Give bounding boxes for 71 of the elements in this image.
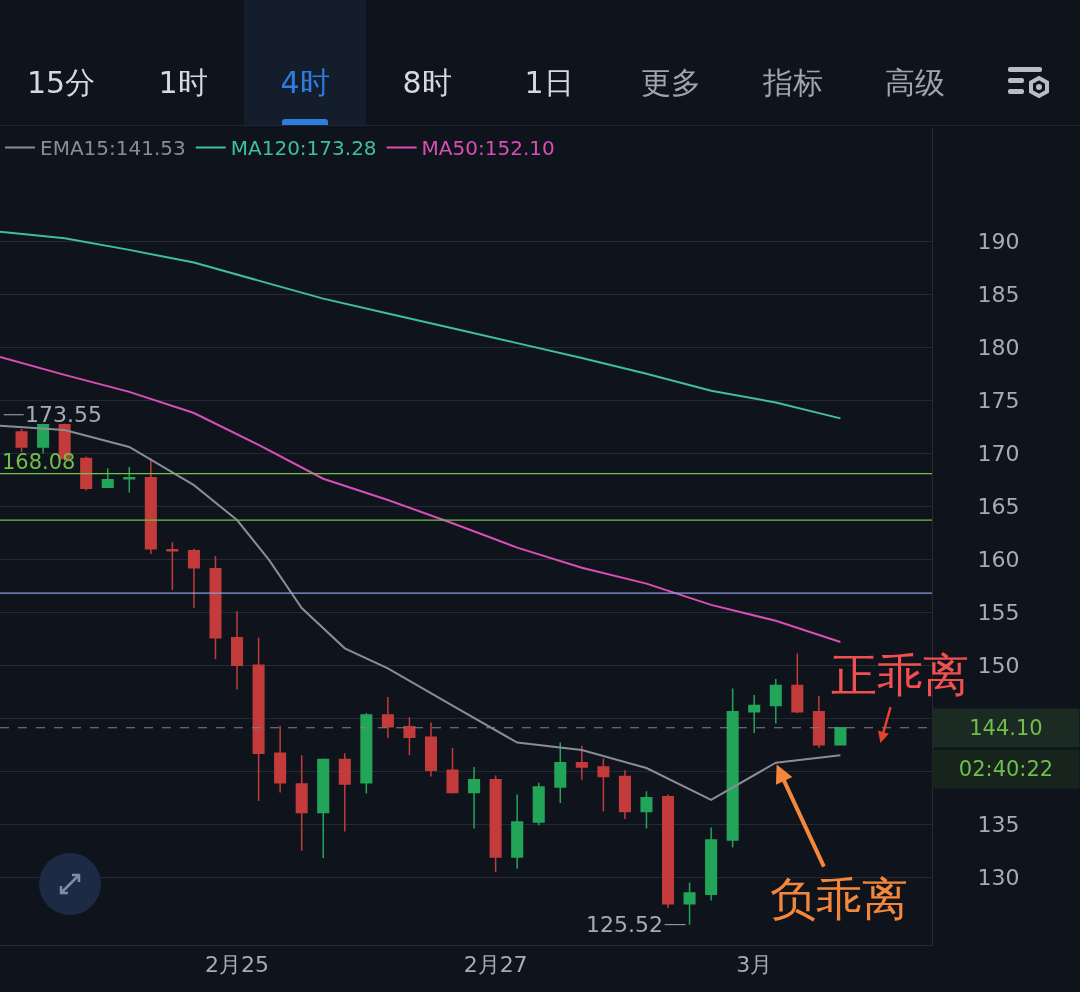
candlestick: [360, 712, 373, 795]
annotation: 125.52: [586, 912, 663, 937]
annotation: 正乖离: [831, 648, 969, 702]
text: 8时: [401, 64, 453, 102]
text: 更多: [640, 64, 702, 102]
candlestick: [640, 790, 653, 830]
candlestick: [166, 541, 179, 591]
candlestick: [381, 696, 394, 740]
y-tick-label: 175: [977, 388, 1020, 414]
candlestick: [661, 793, 675, 909]
candlestick: [769, 678, 782, 725]
text: 1日: [523, 64, 575, 102]
candlestick: [597, 757, 610, 813]
candlestick: [705, 826, 718, 902]
text: 02:40:22: [958, 757, 1054, 781]
candlestick: [683, 881, 696, 926]
y-tick-label: 155: [977, 599, 1020, 625]
y-tick-label: 160: [977, 546, 1020, 572]
annotation: 负乖离: [770, 872, 908, 926]
text: 高级: [884, 64, 946, 102]
candlestick: [295, 754, 308, 852]
candlestick: [424, 721, 438, 778]
annotation: 173.55: [25, 402, 102, 427]
y-tick-label: 185: [977, 282, 1020, 308]
candlestick: [231, 610, 244, 691]
candlestick: [748, 694, 761, 734]
y-tick-label: 130: [977, 864, 1020, 890]
candlestick: [317, 757, 330, 859]
ref-line-label: 168.08: [2, 450, 76, 474]
x-tick-label: 2月27: [463, 952, 528, 978]
candlestick: [726, 687, 739, 849]
y-tick-label: 170: [977, 441, 1020, 467]
y-tick-label: 180: [977, 335, 1020, 361]
text: 4时: [244, 0, 366, 125]
y-tick-label: 150: [977, 652, 1020, 678]
candlestick: [511, 793, 524, 870]
candlestick: [403, 716, 416, 757]
candlestick: [791, 652, 804, 714]
x-tick-label: 3月: [736, 952, 773, 978]
candlestick: [575, 745, 588, 781]
legend-label: MA120:173.28: [230, 136, 377, 161]
ref-line-label: 144.10: [969, 716, 1043, 740]
candlestick: [338, 752, 351, 833]
line-series: [0, 355, 842, 643]
text: 1时: [157, 64, 209, 102]
legend-label: EMA15:141.53: [40, 136, 186, 161]
candlestick: [252, 636, 265, 802]
candlestick: [37, 422, 50, 455]
line-series: [0, 230, 842, 420]
candlestick: [101, 467, 114, 488]
text: 15分: [25, 64, 97, 102]
text: 指标: [762, 64, 824, 102]
candlestick: [446, 747, 459, 795]
candlestick: [532, 782, 545, 827]
y-tick-label: 135: [977, 811, 1020, 837]
candlestick: [489, 774, 502, 873]
candlestick: [274, 724, 287, 794]
candlestick: [187, 547, 200, 609]
y-tick-label: 165: [977, 494, 1020, 519]
candlestick: [834, 727, 847, 746]
candlestick: [209, 555, 222, 660]
y-tick-label: 190: [977, 229, 1020, 255]
candlestick: [123, 466, 136, 494]
candlestick: [554, 741, 567, 804]
candlestick: [15, 428, 28, 454]
x-tick-label: 2月25: [205, 952, 270, 978]
candlestick: [812, 695, 825, 749]
candlestick: [618, 769, 631, 820]
candlestick: [80, 455, 93, 492]
legend-label: MA50:152.10: [421, 136, 555, 161]
candlestick: [468, 766, 481, 830]
